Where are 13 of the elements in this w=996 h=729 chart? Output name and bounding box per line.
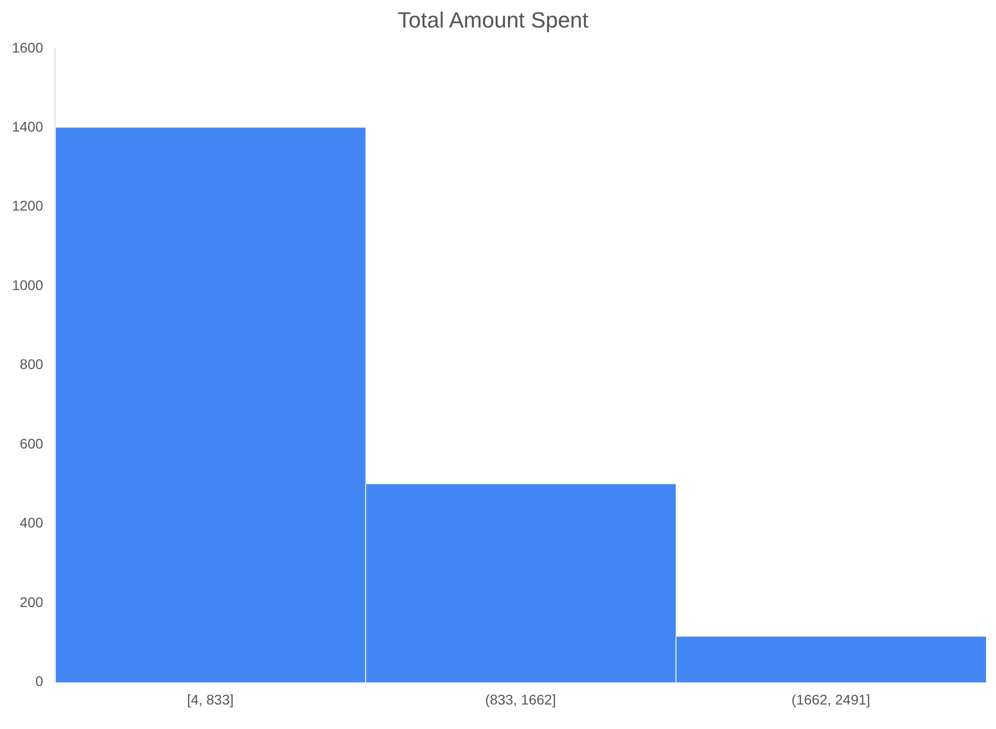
- x-tick-label: (1662, 2491]: [792, 691, 870, 708]
- y-tick-label: 200: [20, 594, 44, 610]
- y-tick-label: 1200: [12, 198, 44, 214]
- y-tick-label: 1400: [12, 118, 44, 134]
- chart-title: Total Amount Spent: [398, 7, 588, 32]
- x-tick-label: (833, 1662]: [485, 691, 556, 708]
- y-tick-label: 0: [35, 673, 44, 690]
- x-tick-label: [4, 833]: [186, 691, 234, 708]
- y-tick-label: 1600: [12, 39, 44, 56]
- y-tick-label: 400: [20, 514, 44, 531]
- y-tick-label: 1000: [12, 276, 44, 293]
- y-tick-label: 800: [20, 356, 44, 372]
- y-tick-label: 600: [20, 435, 44, 452]
